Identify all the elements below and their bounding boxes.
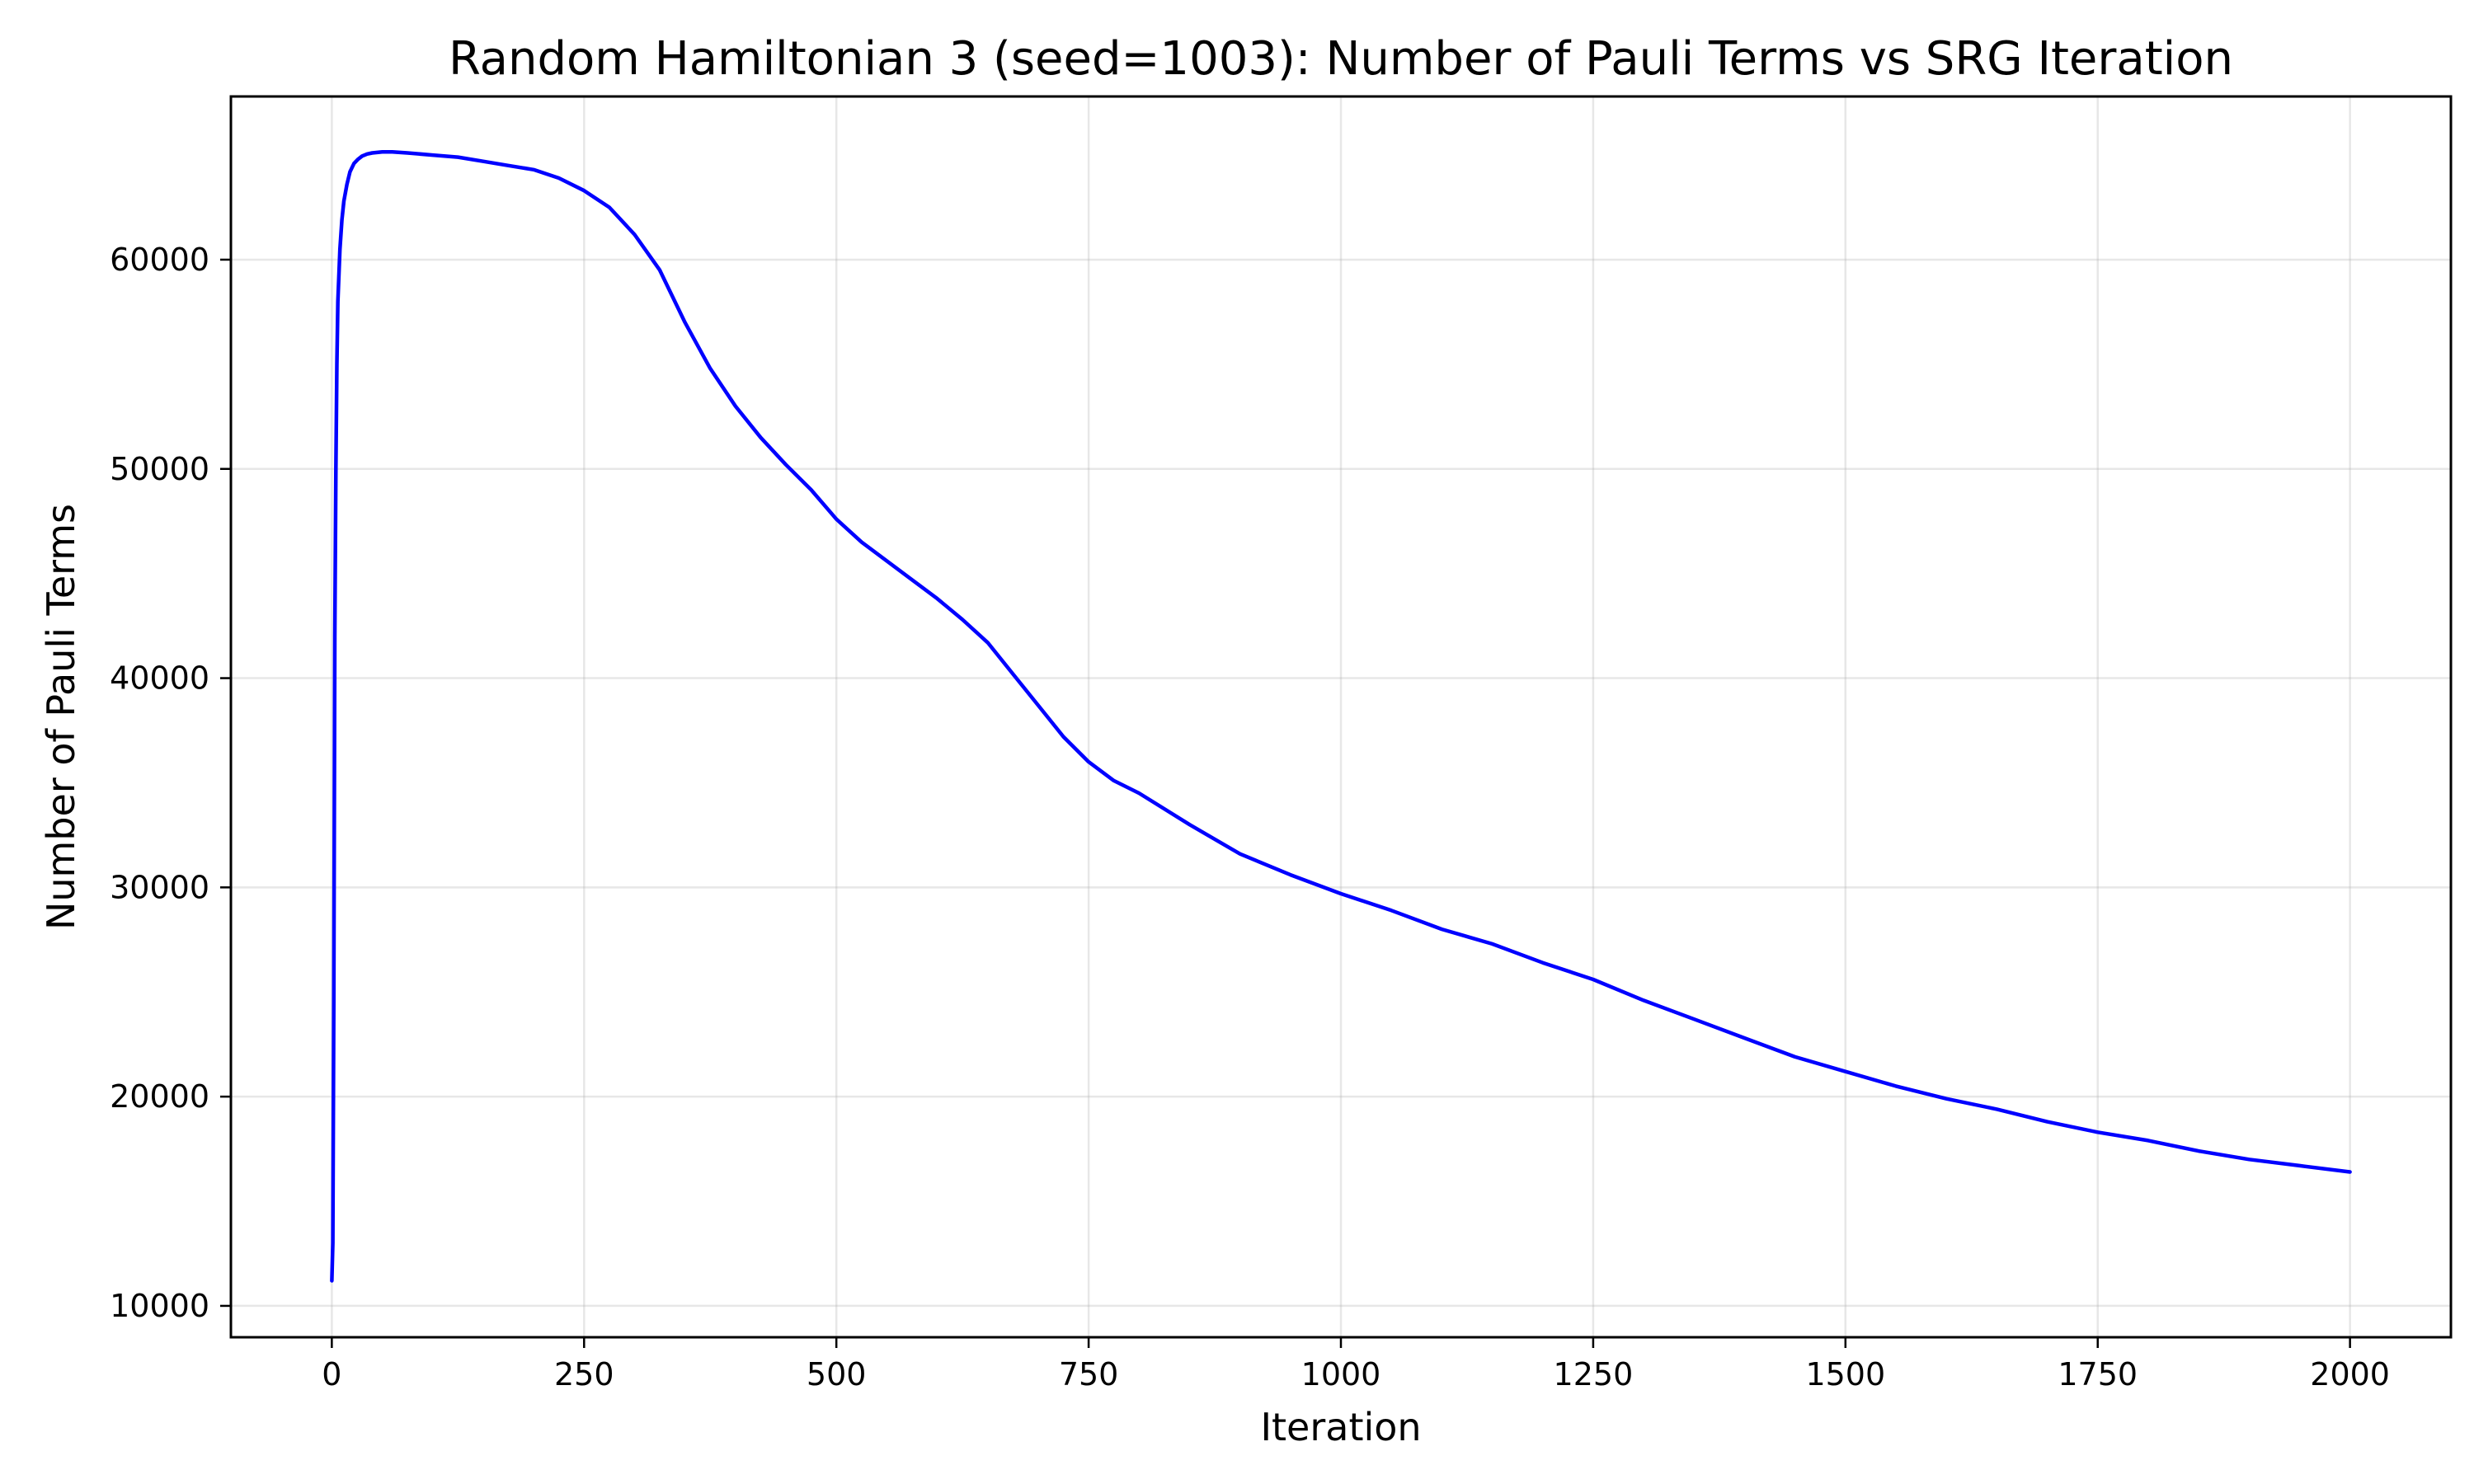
x-tick-label: 2000 bbox=[2310, 1356, 2390, 1392]
chart-title: Random Hamiltonian 3 (seed=1003): Number… bbox=[449, 32, 2233, 86]
y-tick-label: 30000 bbox=[110, 869, 209, 905]
x-tick-label: 1500 bbox=[1805, 1356, 1885, 1392]
series-layer bbox=[330, 150, 2352, 1283]
x-axis: 0 250 500 750 1000 1250 1500 1750 2000 bbox=[322, 1337, 2390, 1392]
x-tick-label: 750 bbox=[1059, 1356, 1119, 1392]
y-tick-label: 40000 bbox=[110, 660, 209, 697]
x-tick-label: 1750 bbox=[2058, 1356, 2138, 1392]
x-tick-label: 0 bbox=[322, 1356, 341, 1392]
y-axis-label: Number of Pauli Terms bbox=[39, 504, 83, 930]
x-axis-label: Iteration bbox=[1260, 1405, 1421, 1449]
y-tick-label: 10000 bbox=[110, 1288, 209, 1324]
y-tick-label: 50000 bbox=[110, 451, 209, 487]
y-tick-label: 20000 bbox=[110, 1078, 209, 1115]
series-line bbox=[330, 150, 2352, 1283]
grid-lines bbox=[231, 96, 2451, 1337]
y-axis: 10000 20000 30000 40000 50000 60000 bbox=[110, 242, 231, 1324]
x-tick-label: 250 bbox=[554, 1356, 614, 1392]
y-tick-label: 60000 bbox=[110, 242, 209, 278]
x-tick-label: 1000 bbox=[1301, 1356, 1381, 1392]
x-tick-label: 1250 bbox=[1554, 1356, 1634, 1392]
x-tick-label: 500 bbox=[807, 1356, 867, 1392]
